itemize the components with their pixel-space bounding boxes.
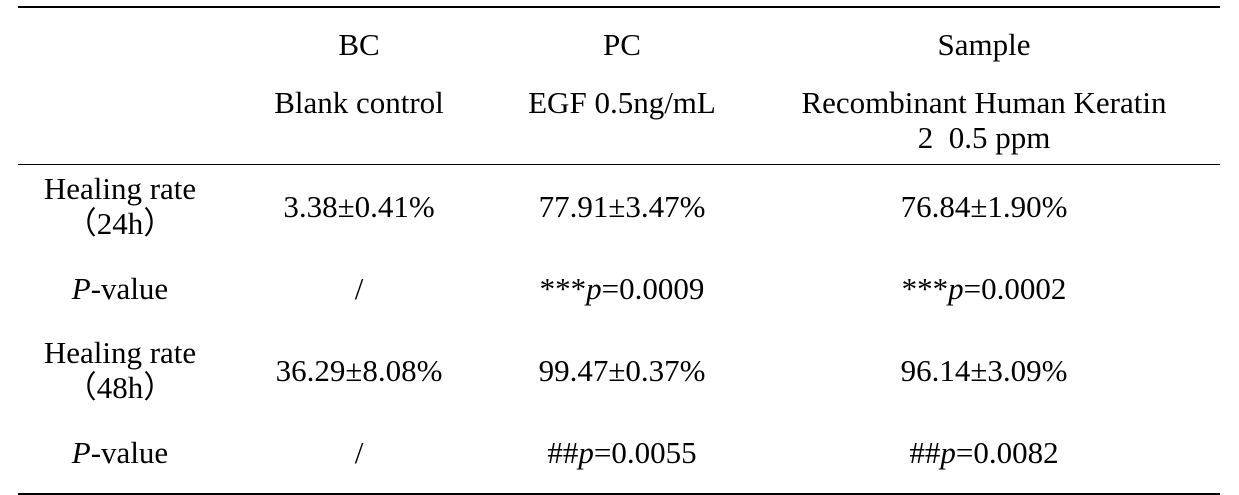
cell-sample-48h: 96.14±3.09% — [900, 352, 1068, 388]
cell-pc-p-48h: ##p=0.0055 — [496, 413, 748, 495]
table-row: P-value / ***p=0.0009 ***p=0.0002 — [18, 249, 1220, 329]
header-egf: EGF 0.5ng/mL — [528, 85, 716, 120]
header-sample-name: Recombinant Human Keratin 2 0.5 ppm — [748, 78, 1220, 165]
header-pc: PC — [496, 6, 748, 78]
significance-marker: *** — [539, 270, 587, 306]
p-symbol: p — [948, 270, 964, 306]
table-row: P-value / ##p=0.0055 ##p=0.0082 — [18, 413, 1220, 495]
p-label-rest: -value — [90, 270, 169, 306]
cell-bc-24h: 3.38±0.41% — [283, 188, 435, 224]
p-value: =0.0002 — [963, 270, 1067, 306]
p-symbol: p — [578, 434, 594, 470]
results-table-container: BC PC Sample Blank control EGF 0.5ng/mL … — [18, 6, 1220, 495]
p-italic: P — [71, 270, 91, 306]
p-label-rest: -value — [90, 434, 169, 470]
cell-sample-p-24h: ***p=0.0002 — [748, 249, 1220, 329]
cell-pc-48h: 99.47±0.37% — [538, 352, 706, 388]
cell-pc-24h: 77.91±3.47% — [538, 188, 706, 224]
header-sample-name-line1: Recombinant Human Keratin — [801, 85, 1167, 120]
healing-rate-table: BC PC Sample Blank control EGF 0.5ng/mL … — [18, 6, 1220, 495]
header-bc: BC — [222, 6, 496, 78]
table-row: Healing rate （24h） 3.38±0.41% 77.91±3.47… — [18, 165, 1220, 250]
p-italic: P — [71, 434, 91, 470]
header-sample: Sample — [748, 6, 1220, 78]
row-label-line1: Healing rate — [43, 171, 197, 207]
row-label-line1: Healing rate — [43, 335, 197, 371]
significance-marker: ## — [547, 434, 579, 470]
cell-bc-p-48h: / — [222, 413, 496, 495]
row-label-healing-48h: Healing rate （48h） — [18, 329, 222, 413]
cell-bc-48h: 36.29±8.08% — [275, 352, 443, 388]
cell-sample-p-48h: ##p=0.0082 — [748, 413, 1220, 495]
header-names-corner — [18, 78, 222, 165]
header-corner-cell — [18, 6, 222, 78]
p-value: =0.0055 — [593, 434, 697, 470]
cell-pc-p-24h: ***p=0.0009 — [496, 249, 748, 329]
p-symbol: p — [940, 434, 956, 470]
row-label-line2: （48h） — [65, 370, 175, 405]
row-label-p-value-24h: P-value — [18, 249, 222, 329]
row-label-healing-24h: Healing rate （24h） — [18, 165, 222, 250]
p-value: =0.0009 — [601, 270, 705, 306]
header-row-codes: BC PC Sample — [18, 6, 1220, 78]
cell-sample-24h: 76.84±1.90% — [900, 188, 1068, 224]
header-row-names: Blank control EGF 0.5ng/mL Recombinant H… — [18, 78, 1220, 165]
significance-marker: ## — [909, 434, 941, 470]
header-sample-name-line2: 2 0.5 ppm — [917, 119, 1051, 155]
p-symbol: p — [586, 270, 602, 306]
significance-marker: *** — [901, 270, 949, 306]
cell-bc-p-24h: / — [354, 270, 364, 306]
row-label-line2: （24h） — [65, 206, 175, 241]
table-row: Healing rate （48h） 36.29±8.08% 99.47±0.3… — [18, 329, 1220, 413]
row-label-p-value-48h: P-value — [18, 413, 222, 495]
p-value: =0.0082 — [955, 434, 1059, 470]
header-blank-control: Blank control — [274, 85, 444, 120]
